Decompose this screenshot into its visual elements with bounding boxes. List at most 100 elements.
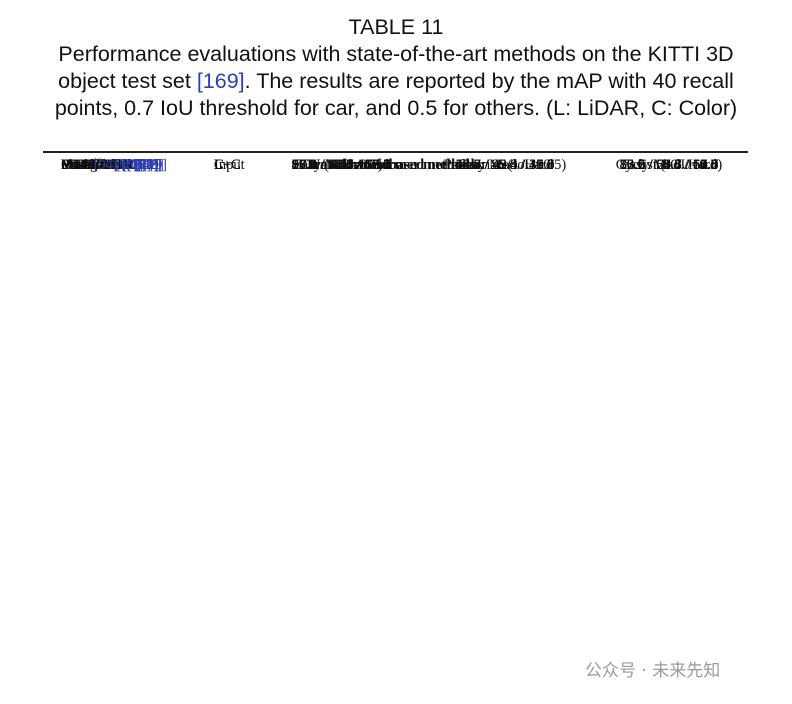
- car-score: 88.5 / 82.1 / 77.5: [291, 157, 391, 173]
- method: M3DETR [76]: [61, 151, 147, 179]
- method: SCANet [86]: [61, 151, 138, 179]
- input: L: [214, 157, 223, 173]
- cyclist-score: -: [666, 157, 672, 173]
- column-header: Easy/Mod./Hard: [456, 157, 554, 173]
- cyclist-score: -: [666, 157, 672, 173]
- method-name: Dao: [61, 157, 86, 173]
- input: L: [214, 157, 223, 173]
- method: Voxel Trans. [42]: [61, 151, 162, 179]
- table-row: Car (IoU=0.7) Pedestrian (IoU=0.5) Cyclist…: [43, 151, 748, 173]
- group-header: Car (IoU=0.7): [299, 157, 383, 173]
- input: L: [214, 157, 223, 173]
- method-name: Monoflex: [61, 157, 119, 173]
- citation: [76]: [122, 157, 147, 173]
- caption-label: TABLE 11: [348, 15, 444, 39]
- pedestrian-score: -: [502, 157, 508, 173]
- column-header: Easy/Mod./Hard: [292, 157, 390, 173]
- input: L: [214, 157, 223, 173]
- input: L: [214, 157, 223, 173]
- car-score: 87.0 / 75.6 / 70.7: [291, 157, 391, 173]
- input: L: [214, 157, 223, 173]
- method: PointRCNN [179]: [61, 151, 167, 179]
- car-score: 89.9 / 81.3 / 76.7: [291, 157, 391, 173]
- citation: [42]: [137, 157, 162, 173]
- pedestrian-score: -: [502, 157, 508, 173]
- cyclist-score: 83.0 / 67.8 / 60.5: [619, 157, 719, 173]
- citation: [79]: [139, 157, 164, 173]
- pedestrian-score: -: [502, 157, 508, 173]
- citation: [71]: [134, 157, 159, 173]
- caption-text: object test set: [58, 69, 197, 93]
- cyclist-score: 78.6 / 63.7 / 57.7: [619, 157, 719, 173]
- pedestrian-score: -: [502, 157, 508, 173]
- cyclist-score: -: [666, 157, 672, 173]
- column-header: Method: [61, 157, 107, 173]
- car-score: 90.3 / 81.7 / 77.0: [291, 157, 391, 173]
- cyclist-score: -: [666, 157, 672, 173]
- caption-line: object test set [169]. The results are r…: [0, 68, 792, 95]
- pedestrian-score: -: [502, 157, 508, 173]
- citation: [82]: [121, 157, 146, 173]
- car-score: 19.9 / 13.9 / 12.1: [291, 157, 391, 173]
- watermark: 公众号 · 未来先知: [585, 661, 721, 681]
- caption-text: . The results are reported by the mAP wi…: [244, 69, 734, 93]
- pedestrian-score: -: [502, 157, 508, 173]
- method: Monoflex [181]: [61, 151, 153, 179]
- et-al: et al.: [100, 157, 130, 173]
- method-name: PointRCNN: [61, 157, 132, 173]
- car-score: 25.0 / 16.5 / 13.6: [291, 157, 391, 173]
- pedestrian-score: -: [502, 157, 508, 173]
- citation: [169]: [196, 69, 245, 93]
- pedestrian-score: 45.7 / 39.9 / 37.7: [455, 157, 555, 173]
- input: L: [214, 157, 223, 173]
- input: L: [214, 157, 223, 173]
- section-title: Transformer-based methods:: [304, 157, 486, 173]
- input: L: [214, 157, 223, 173]
- citation: [180]: [126, 157, 159, 173]
- cyclist-score: 75.0 / 58.8 / 52.5: [619, 157, 719, 173]
- caption-line: points, 0.7 IoU threshold for car, and 0…: [0, 95, 792, 122]
- pedestrian-score: 54.3 / 45.4 / 41.9: [455, 157, 555, 173]
- cyclist-score: 83.8 / 66.7 / 59.0: [619, 157, 719, 173]
- table: Car (IoU=0.7) Pedestrian (IoU=0.5) Cyclist…: [43, 151, 748, 173]
- method-name: SA-Det3D: [61, 157, 124, 173]
- pedestrian-score: -: [502, 157, 508, 173]
- table-row: PDV [94] L 90.4 / 81.9 / 77.4-83.0 / 67.8 …: [43, 152, 748, 173]
- group-header: Pedestrian (IoU=0.5): [443, 157, 567, 173]
- group-header: Cyclist (IOU=0.5): [615, 157, 723, 173]
- method: SA-Det3D [75]: [61, 151, 151, 179]
- pedestrian-score: -: [502, 157, 508, 173]
- method-name: PDV: [61, 157, 91, 173]
- caption-text: Performance evaluations with state-of-th…: [58, 42, 734, 66]
- method-name: M3DETR: [61, 157, 119, 173]
- citation: [75]: [126, 157, 151, 173]
- method: CAT-Det [89]: [61, 151, 141, 179]
- citation: [181]: [121, 157, 154, 173]
- method: Dao et al. [82]: [61, 151, 146, 179]
- method: MonoDETR [87]: [61, 151, 161, 179]
- cyclist-score: 83.7 / 68.8 / 61.5: [619, 157, 719, 173]
- column-header: Input: [214, 157, 245, 173]
- method: Sheng et al. [72]: [61, 151, 158, 179]
- input: C: [214, 157, 224, 173]
- input: C: [214, 157, 224, 173]
- caption: TABLE 11 Performance evaluations with st…: [0, 14, 792, 122]
- citation: [72]: [133, 157, 158, 173]
- car-score: 90.3 / 81.4 / 76.8: [291, 157, 391, 173]
- car-score: 87.1 / 77.1 / 69.3: [291, 157, 391, 173]
- column-header: Easy/Mod./Hard: [620, 157, 718, 173]
- method: Pointformer [71]: [61, 151, 159, 179]
- citation: [94]: [93, 157, 118, 173]
- method-name: PV-RCNN: [61, 157, 124, 173]
- input: L+C: [214, 157, 241, 173]
- cyclist-score: 75.0 / 59.8 / 54.0: [619, 157, 719, 173]
- method-name: SCANet: [61, 157, 111, 173]
- section-title: Non-Transformer methods:: [309, 157, 481, 173]
- method-name: Pointformer: [61, 157, 132, 173]
- cyclist-score: 82.2 / 68.5 / 61.3: [619, 157, 719, 173]
- car-score: 88.3 / 81.5 / 77.0: [291, 157, 391, 173]
- method-name: MonoDETR: [61, 157, 134, 173]
- caption-line: Performance evaluations with state-of-th…: [0, 41, 792, 68]
- pedestrian-score: 50.7 / 42.4 / 39.6: [455, 157, 555, 173]
